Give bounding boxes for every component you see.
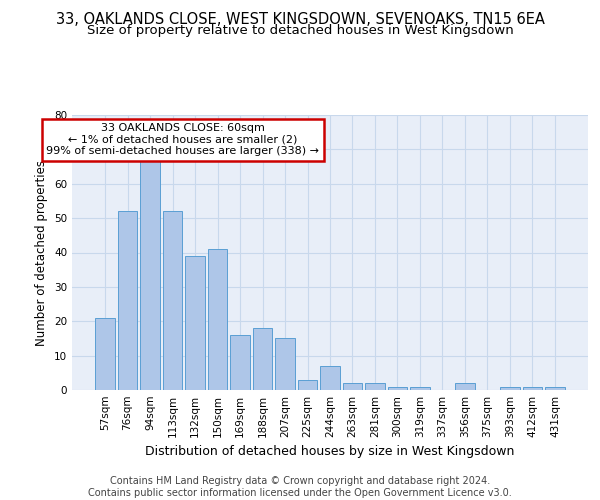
Bar (523, 386, 542, 390)
Bar (343, 383, 362, 390)
Bar (500, 386, 520, 390)
Bar (140, 156, 160, 390)
Bar (455, 383, 475, 390)
Bar (298, 380, 317, 390)
Text: 33, OAKLANDS CLOSE, WEST KINGSDOWN, SEVENOAKS, TN15 6EA: 33, OAKLANDS CLOSE, WEST KINGSDOWN, SEVE… (56, 12, 544, 28)
Text: 33 OAKLANDS CLOSE: 60sqm
← 1% of detached houses are smaller (2)
99% of semi-det: 33 OAKLANDS CLOSE: 60sqm ← 1% of detache… (46, 123, 319, 156)
Bar (410, 386, 430, 390)
Text: Size of property relative to detached houses in West Kingsdown: Size of property relative to detached ho… (86, 24, 514, 37)
Text: Contains HM Land Registry data © Crown copyright and database right 2024.
Contai: Contains HM Land Registry data © Crown c… (88, 476, 512, 498)
Bar (95, 318, 115, 390)
Bar (388, 386, 407, 390)
Bar (320, 366, 340, 390)
Bar (163, 211, 182, 390)
Y-axis label: Number of detached properties: Number of detached properties (35, 160, 49, 346)
Bar (253, 328, 272, 390)
Bar (275, 338, 295, 390)
Bar (230, 335, 250, 390)
Bar (208, 249, 227, 390)
X-axis label: Distribution of detached houses by size in West Kingsdown: Distribution of detached houses by size … (145, 446, 515, 458)
Bar (365, 383, 385, 390)
Bar (185, 256, 205, 390)
Bar (118, 211, 137, 390)
Bar (545, 386, 565, 390)
